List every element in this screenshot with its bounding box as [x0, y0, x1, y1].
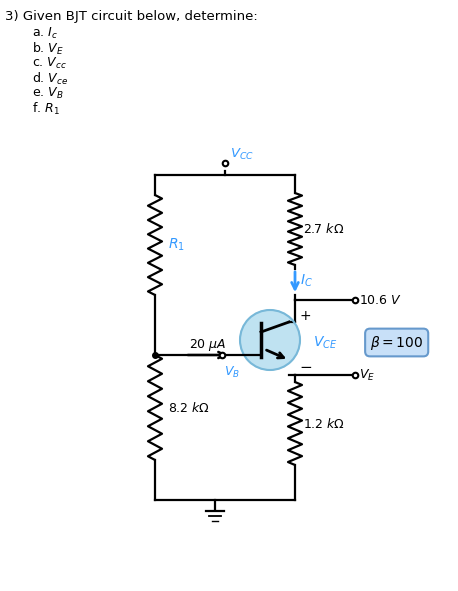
Text: d. $V_{ce}$: d. $V_{ce}$: [32, 71, 68, 87]
Text: $V_B$: $V_B$: [224, 365, 240, 380]
Text: 3) Given BJT circuit below, determine:: 3) Given BJT circuit below, determine:: [5, 10, 258, 23]
Text: e. $V_B$: e. $V_B$: [32, 86, 64, 101]
Text: $2.7\ k\Omega$: $2.7\ k\Omega$: [303, 222, 344, 236]
Text: $\beta = 100$: $\beta = 100$: [370, 333, 423, 352]
Text: a. $I_c$: a. $I_c$: [32, 26, 58, 41]
Text: $20\ \mu A$: $20\ \mu A$: [189, 337, 226, 353]
Text: $-$: $-$: [299, 358, 312, 372]
Text: $V_{CE}$: $V_{CE}$: [313, 335, 338, 350]
Text: $V_E$: $V_E$: [359, 368, 375, 382]
Text: $+$: $+$: [299, 309, 311, 323]
Text: $I_C$: $I_C$: [300, 273, 313, 290]
Text: b. $V_E$: b. $V_E$: [32, 41, 64, 57]
Circle shape: [240, 310, 300, 370]
Text: $8.2\ k\Omega$: $8.2\ k\Omega$: [168, 401, 210, 414]
Text: c. $V_{cc}$: c. $V_{cc}$: [32, 56, 67, 71]
Text: f. $R_1$: f. $R_1$: [32, 101, 60, 117]
Text: $V_{CC}$: $V_{CC}$: [230, 147, 254, 162]
Text: $R_1$: $R_1$: [168, 237, 185, 253]
Text: $10.6\ V$: $10.6\ V$: [359, 294, 402, 307]
Text: $1.2\ k\Omega$: $1.2\ k\Omega$: [303, 417, 345, 430]
